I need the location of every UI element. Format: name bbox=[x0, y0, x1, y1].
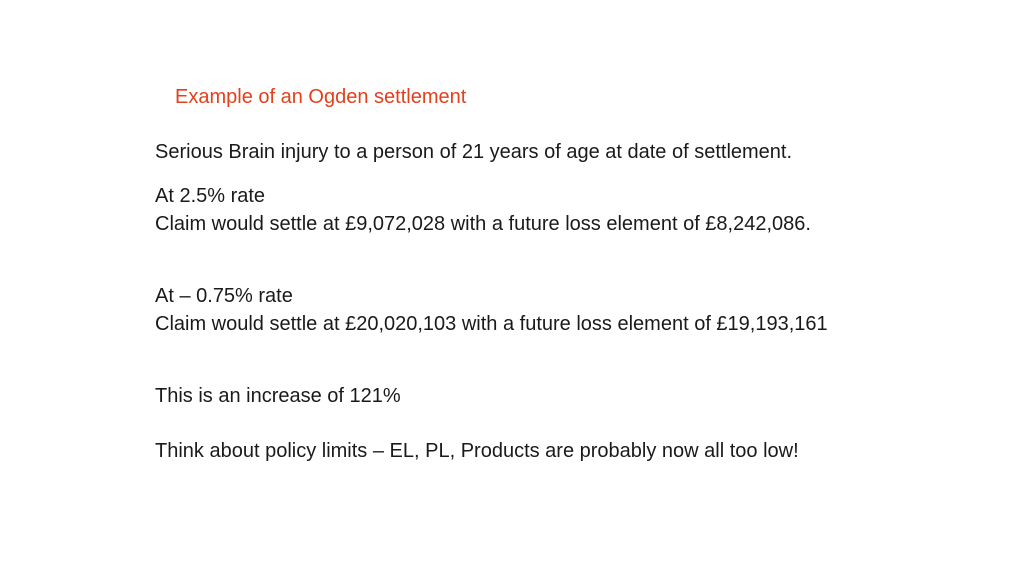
paragraph-claim-2-5: Claim would settle at £9,072,028 with a … bbox=[155, 213, 811, 235]
paragraph-claim-minus-0-75: Claim would settle at £20,020,103 with a… bbox=[155, 313, 828, 335]
paragraph-increase: This is an increase of 121% bbox=[155, 385, 401, 407]
paragraph-policy-limits: Think about policy limits – EL, PL, Prod… bbox=[155, 440, 799, 462]
paragraph-injury-description: Serious Brain injury to a person of 21 y… bbox=[155, 141, 793, 163]
paragraph-rate-minus-0-75: At – 0.75% rate bbox=[155, 285, 293, 307]
slide-title: Example of an Ogden settlement bbox=[175, 86, 467, 108]
paragraph-rate-2-5: At 2.5% rate bbox=[155, 185, 266, 207]
